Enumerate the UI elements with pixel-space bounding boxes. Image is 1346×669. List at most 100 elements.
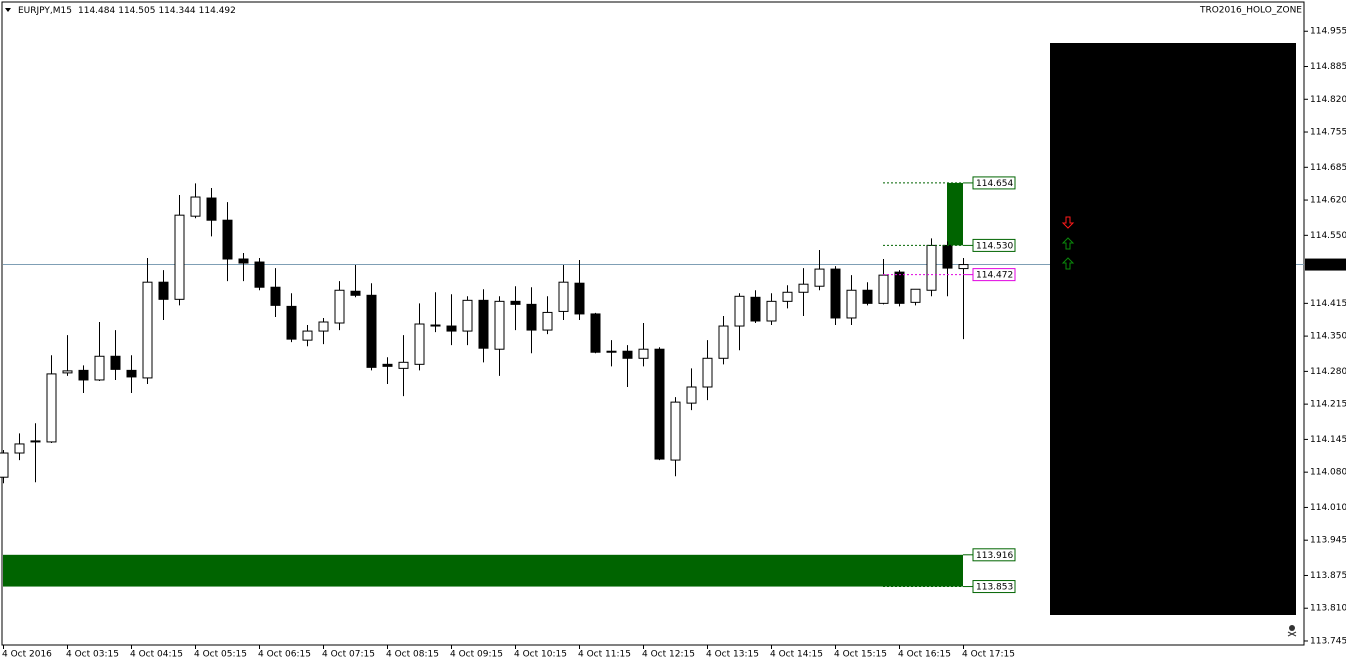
x-tick-label: 4 Oct 07:15	[322, 650, 375, 660]
header-high: 114.505	[118, 6, 155, 16]
candle-body	[110, 355, 121, 370]
candle-body	[286, 305, 297, 340]
candle-body	[670, 401, 681, 461]
signal-text: W1 ONLY TRADE LONG	[1083, 255, 1245, 272]
x-tick-label: 4 Oct 09:15	[450, 650, 503, 660]
chart-header: EURJPY,M15 114.484 114.505 114.344 114.492	[18, 6, 236, 16]
level-box	[972, 238, 1016, 252]
x-tick-label: 4 Oct 06:15	[258, 650, 311, 660]
candle-body	[910, 288, 921, 303]
advice: DO NOT ENTER TRADE	[1063, 275, 1225, 292]
candle-body	[830, 268, 841, 319]
level-label: 113.853	[976, 583, 1013, 593]
candle-body	[766, 300, 777, 322]
signal-text: H1 ONLY TRADE SHORT	[1083, 215, 1254, 232]
y-tick-label: 113.875	[1310, 571, 1346, 581]
x-tick-label: 4 Oct 05:15	[194, 650, 247, 660]
y-tick-label: 114.080	[1310, 468, 1346, 478]
header-open: 114.484	[78, 6, 115, 16]
row-value: 114.65	[1173, 135, 1227, 152]
candle-body	[190, 196, 201, 217]
x-tick-label: 4 Oct 15:15	[834, 650, 887, 660]
candle-body	[446, 325, 457, 332]
candle-body	[254, 261, 265, 288]
candle-body	[702, 357, 713, 388]
signal-arrow	[1061, 216, 1075, 229]
candle-body	[654, 348, 665, 460]
separator: ------------------------	[1063, 295, 1279, 312]
candle-body	[398, 361, 409, 369]
candle-body	[798, 283, 809, 293]
row-value: 113.85	[1173, 155, 1227, 172]
info-panel	[1050, 43, 1296, 615]
row-label: H-HO	[1063, 135, 1099, 152]
panel-heading: H1 HOLO SETUP	[1063, 75, 1180, 92]
y-tick-label: 114.885	[1310, 62, 1346, 72]
candle-body	[62, 370, 73, 374]
candle-body	[542, 311, 553, 331]
row-label: CL-HO	[1063, 95, 1108, 112]
candle-body	[558, 281, 569, 312]
level-box	[972, 268, 1016, 282]
candle-body	[382, 363, 393, 367]
candle-body	[574, 282, 585, 315]
x-tick-label: 4 Oct 08:15	[386, 650, 439, 660]
y-tick-label: 113.945	[1310, 536, 1346, 546]
signal-arrow	[1061, 237, 1075, 250]
candle-body	[686, 386, 697, 404]
separator: ------------------------	[1063, 335, 1279, 352]
candle-body	[622, 350, 633, 359]
level-box	[972, 176, 1016, 190]
x-tick-label: 4 Oct 17:15	[962, 650, 1015, 660]
menu-triangle[interactable]	[5, 8, 11, 12]
y-tick-label: 114.755	[1310, 128, 1346, 138]
level-label: 113.916	[976, 551, 1013, 561]
motto: Trade What You See	[1063, 315, 1225, 332]
row-label: CL-LO	[1063, 115, 1108, 132]
level-label: 114.654	[976, 179, 1013, 189]
row-change: 58	[1274, 115, 1292, 132]
candle-body	[238, 258, 249, 264]
y-tick-label: 114.550	[1310, 231, 1346, 241]
y-tick-label: 114.350	[1310, 332, 1346, 342]
candle-body	[782, 291, 793, 302]
candle-body	[862, 289, 873, 304]
candle-body	[334, 289, 345, 324]
candle-body	[30, 440, 41, 443]
candle-body	[878, 274, 889, 304]
y-tick-label: 114.955	[1310, 27, 1346, 37]
symbol: EURJPY,M15	[18, 6, 72, 16]
indicator-name: TRO2016_HOLO_ZONE	[1199, 6, 1302, 16]
candle-body	[142, 281, 153, 379]
signal-arrow	[1061, 257, 1075, 270]
panel-title: EURJPY 114.49	[1063, 45, 1250, 72]
level-box	[972, 548, 1016, 562]
candle-body	[430, 324, 441, 327]
x-tick-label: 4 Oct 11:15	[578, 650, 631, 660]
candle-body	[78, 369, 89, 381]
candle-body	[46, 373, 57, 443]
header-low: 114.344	[158, 6, 195, 16]
y-tick-label: 114.145	[1310, 435, 1346, 445]
zone	[3, 554, 963, 587]
candle-body	[206, 197, 217, 221]
zone	[947, 182, 963, 246]
candle-body	[846, 289, 857, 319]
candle-body	[494, 300, 505, 350]
row-change: 6	[1283, 155, 1292, 172]
x-tick-label: 4 Oct 13:15	[706, 650, 759, 660]
y-tick-label: 114.685	[1310, 163, 1346, 173]
level-label: 114.472	[976, 271, 1013, 281]
header-close: 114.492	[199, 6, 236, 16]
candle-body	[222, 219, 233, 260]
candle-body	[734, 295, 745, 327]
level-label: 114.530	[976, 241, 1013, 251]
candle-body	[638, 348, 649, 359]
range: Range|% 27.10 | 55%	[1063, 175, 1235, 192]
y-tick-label: 114.620	[1310, 196, 1346, 206]
candle-body	[510, 300, 521, 305]
price-label-box	[1305, 258, 1346, 271]
y-tick-label: 113.810	[1310, 604, 1346, 614]
